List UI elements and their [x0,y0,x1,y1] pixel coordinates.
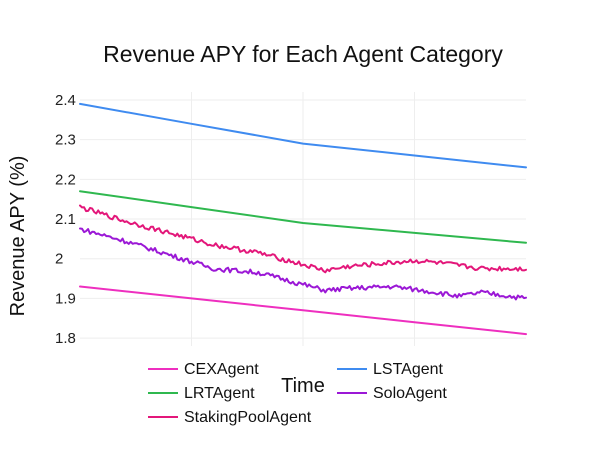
y-tick-label: 2.1 [55,211,76,228]
legend-label: StakingPoolAgent [184,409,312,426]
legend-label: SoloAgent [373,385,447,402]
y-axis-label: Revenue APY (%) [7,156,29,317]
y-tick-label: 1.9 [55,290,76,307]
y-tick-label: 2.4 [55,92,76,109]
legend-label: LRTAgent [184,385,255,402]
x-axis-label: Time [281,375,325,397]
series-line-soloagent [79,227,527,301]
series-line-lstagent [79,102,527,169]
y-tick-label: 2.2 [55,171,76,188]
y-tick-label: 1.8 [55,330,76,347]
y-tick-label: 2 [55,251,63,268]
plot-area [79,102,527,336]
legend-label: CEXAgent [184,361,259,378]
grid [80,92,526,346]
legend-label: LSTAgent [373,361,444,378]
y-axis-ticks: 2.4 2.3 2.2 2.1 2 1.9 1.8 [55,92,76,347]
chart-title: Revenue APY for Each Agent Category [103,41,503,67]
y-tick-label: 2.3 [55,132,76,149]
series-line-cexagent [79,285,527,336]
legend: CEXAgent LRTAgent StakingPoolAgent LSTAgent… [148,361,447,426]
series-line-lrtagent [79,190,527,244]
series-line-stakingpoolagent [79,204,527,274]
